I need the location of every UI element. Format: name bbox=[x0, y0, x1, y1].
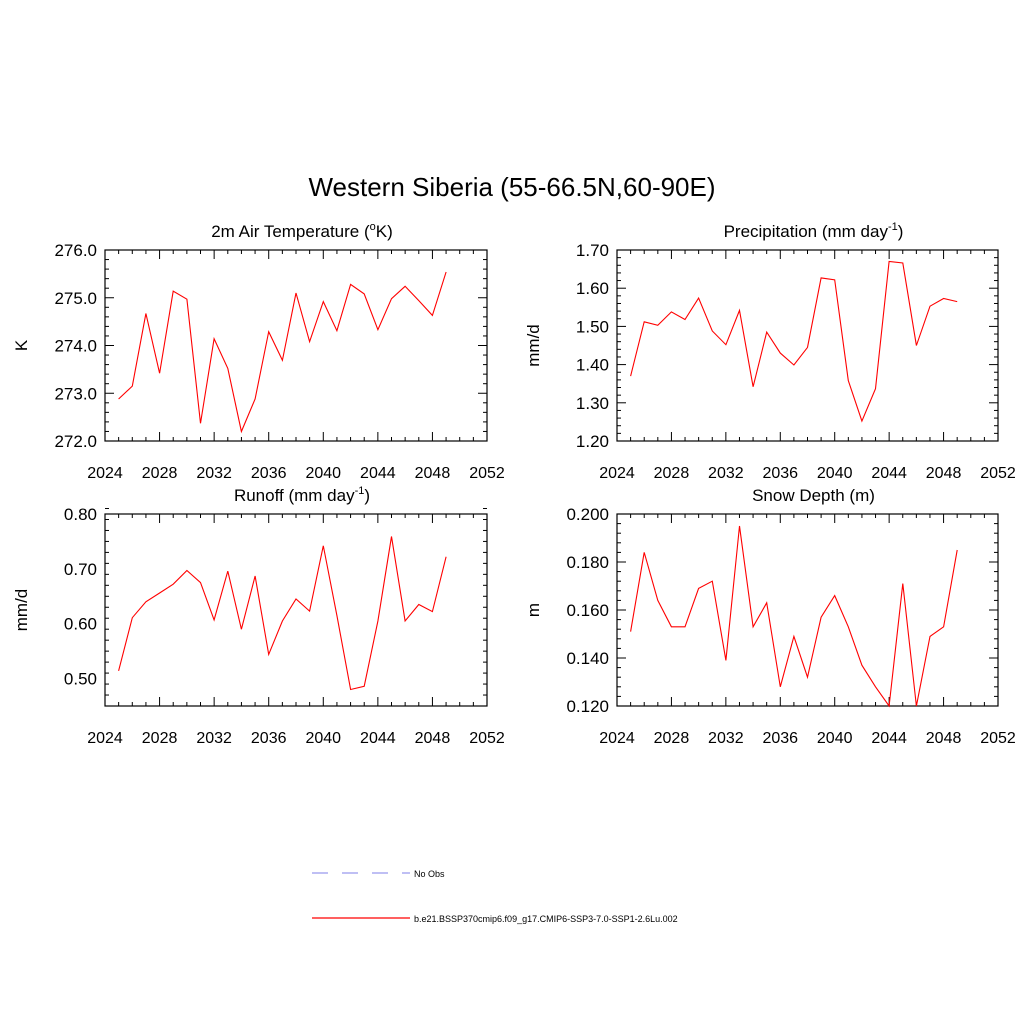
y-tick-label: 274.0 bbox=[54, 337, 97, 356]
panel-title: 2m Air Temperature (oK) bbox=[211, 221, 393, 241]
x-tick-label: 2044 bbox=[871, 465, 907, 482]
y-tick-label: 0.140 bbox=[566, 649, 609, 668]
y-tick-label: 276.0 bbox=[54, 241, 97, 260]
y-tick-label: 0.200 bbox=[566, 505, 609, 524]
legend-label: b.e21.BSSP370cmip6.f09_g17.CMIP6-SSP3-7.… bbox=[414, 914, 678, 924]
y-axis-label: m bbox=[524, 603, 543, 617]
series-line bbox=[118, 536, 447, 691]
x-tick-label: 2044 bbox=[871, 730, 907, 747]
panel-title: Snow Depth (m) bbox=[752, 486, 875, 505]
chart-panel-4: 2024 2028 2032 2036 2040 2044 2048 2052 0.120 0.1… bbox=[524, 486, 1016, 747]
x-tick-label: 2032 bbox=[708, 465, 744, 482]
series-line bbox=[630, 525, 958, 708]
x-tick-label: 2028 bbox=[142, 730, 178, 747]
figure-title: Western Siberia (55-66.5N,60-90E) bbox=[308, 172, 715, 202]
y-axis-label: K bbox=[12, 339, 31, 351]
legend-label: No Obs bbox=[414, 869, 445, 879]
panel-title-superscript: -1 bbox=[355, 485, 365, 497]
y-tick-label: 0.120 bbox=[566, 697, 609, 716]
x-tick-label: 2032 bbox=[196, 730, 232, 747]
series-line bbox=[630, 260, 958, 423]
y-tick-label: 272.0 bbox=[54, 432, 97, 451]
y-tick-label: 275.0 bbox=[54, 289, 97, 308]
y-axis-label: mm/d bbox=[524, 324, 543, 367]
chart-panel-2: 2024 2028 2032 2036 2040 2044 2048 2052 1.20 1.30… bbox=[524, 221, 1016, 482]
panel-title: Precipitation (mm day-1) bbox=[724, 221, 904, 241]
legend: No Obs b.e21.BSSP370cmip6.f09_g17.CMIP6-S… bbox=[312, 869, 678, 924]
panel-title-tail: K) bbox=[376, 222, 393, 241]
y-tick-label: 1.20 bbox=[576, 432, 609, 451]
y-tick-label: 0.180 bbox=[566, 553, 609, 572]
y-tick-label: 273.0 bbox=[54, 384, 97, 403]
plot-frame bbox=[104, 249, 488, 442]
y-tick-label: 1.40 bbox=[576, 356, 609, 375]
x-tick-label: 2044 bbox=[360, 465, 396, 482]
chart-panel-3: 2024 2028 2032 2036 2040 2044 2048 2052 0.50 0.60… bbox=[12, 485, 505, 747]
x-tick-label: 2024 bbox=[87, 730, 123, 747]
y-tick-label: 0.60 bbox=[64, 615, 97, 634]
series-line bbox=[118, 271, 447, 434]
panel-title-main: 2m Air Temperature ( bbox=[211, 222, 370, 241]
x-tick-label: 2040 bbox=[817, 730, 853, 747]
y-tick-label: 1.70 bbox=[576, 241, 609, 260]
x-tick-label: 2052 bbox=[469, 465, 505, 482]
x-tick-label: 2036 bbox=[251, 730, 287, 747]
y-axis-label: mm/d bbox=[12, 589, 31, 632]
chart-panels: 2024 2028 2032 2036 2040 2044 2048 2052 272.0 273… bbox=[12, 221, 1016, 747]
x-tick-label: 2044 bbox=[360, 730, 396, 747]
x-tick-label: 2040 bbox=[817, 465, 853, 482]
x-tick-label: 2036 bbox=[762, 465, 798, 482]
x-tick-label: 2024 bbox=[87, 465, 123, 482]
y-tick-label: 1.30 bbox=[576, 394, 609, 413]
y-tick-label: 1.50 bbox=[576, 317, 609, 336]
x-tick-label: 2052 bbox=[980, 465, 1016, 482]
panel-title-main: Runoff (mm day bbox=[234, 486, 355, 505]
panel-title-main: Precipitation (mm day bbox=[724, 222, 889, 241]
x-tick-label: 2052 bbox=[980, 730, 1016, 747]
y-tick-label: 0.80 bbox=[64, 505, 97, 524]
x-tick-label: 2048 bbox=[926, 730, 962, 747]
x-tick-label: 2028 bbox=[654, 465, 690, 482]
panel-title: Runoff (mm day-1) bbox=[234, 485, 370, 505]
y-tick-label: 1.60 bbox=[576, 279, 609, 298]
panel-title-main: Snow Depth (m) bbox=[752, 486, 875, 505]
x-tick-label: 2032 bbox=[708, 730, 744, 747]
x-tick-label: 2032 bbox=[196, 465, 232, 482]
x-tick-label: 2040 bbox=[305, 730, 341, 747]
panel-title-superscript: -1 bbox=[888, 221, 898, 233]
x-tick-label: 2048 bbox=[926, 465, 962, 482]
x-tick-label: 2024 bbox=[599, 730, 635, 747]
panel-title-tail: ) bbox=[898, 222, 904, 241]
x-tick-label: 2036 bbox=[762, 730, 798, 747]
x-tick-label: 2040 bbox=[305, 465, 341, 482]
y-tick-label: 0.70 bbox=[64, 560, 97, 579]
panel-title-tail: ) bbox=[364, 486, 370, 505]
x-tick-label: 2028 bbox=[142, 465, 178, 482]
x-tick-label: 2048 bbox=[415, 465, 451, 482]
panel-title-superscript: o bbox=[370, 221, 376, 233]
chart-panel-1: 2024 2028 2032 2036 2040 2044 2048 2052 272.0 273… bbox=[12, 221, 505, 482]
x-tick-label: 2048 bbox=[415, 730, 451, 747]
x-tick-label: 2028 bbox=[654, 730, 690, 747]
x-tick-label: 2024 bbox=[599, 465, 635, 482]
x-tick-label: 2036 bbox=[251, 465, 287, 482]
y-tick-label: 0.160 bbox=[566, 601, 609, 620]
y-tick-label: 0.50 bbox=[64, 670, 97, 689]
x-tick-label: 2052 bbox=[469, 730, 505, 747]
